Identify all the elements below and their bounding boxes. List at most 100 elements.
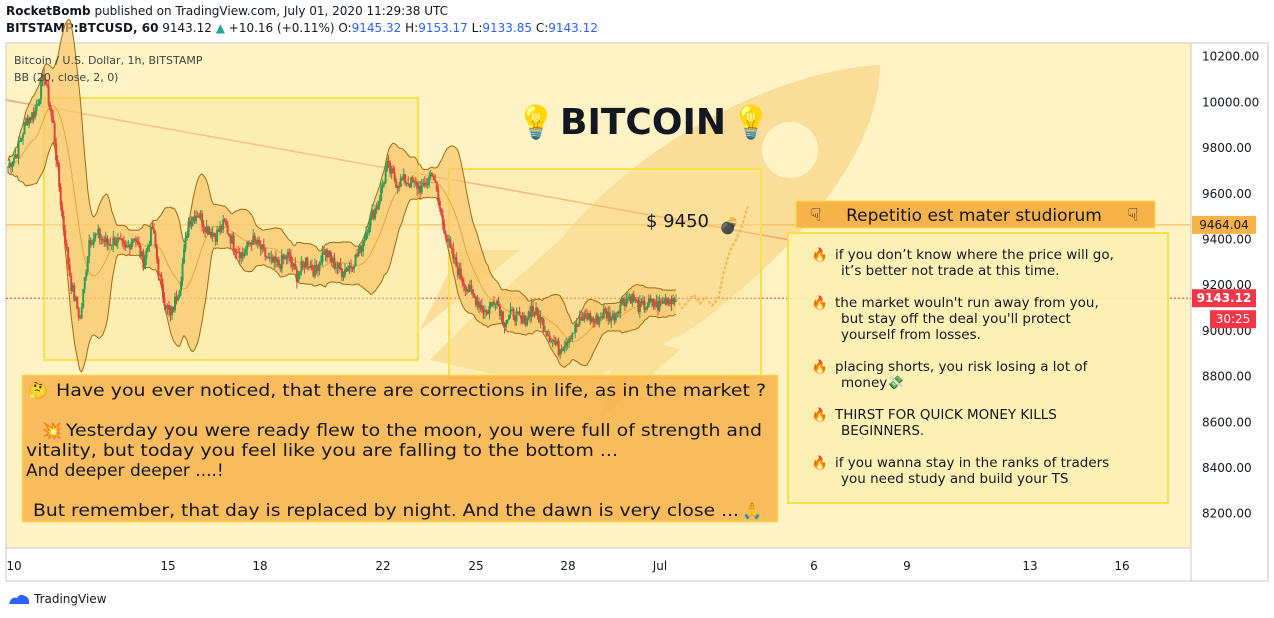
candle-body bbox=[41, 74, 44, 82]
candle-body bbox=[348, 265, 351, 269]
candle-body bbox=[294, 263, 297, 270]
candle-body bbox=[503, 323, 506, 328]
time-scale[interactable] bbox=[5, 547, 1192, 582]
candle-body bbox=[542, 319, 545, 332]
candle-body bbox=[396, 185, 399, 189]
tips-box[interactable] bbox=[787, 232, 1169, 504]
candle-body bbox=[154, 233, 157, 248]
range-box-right[interactable] bbox=[448, 168, 762, 379]
x-tick-label: 10 bbox=[6, 559, 21, 573]
candle-body bbox=[14, 154, 17, 159]
candle-body bbox=[243, 254, 246, 257]
candle-body bbox=[262, 244, 265, 248]
candle-body bbox=[372, 210, 375, 219]
candle-body bbox=[334, 267, 337, 269]
candle-body bbox=[68, 264, 71, 276]
candle-body bbox=[560, 349, 563, 352]
candle-body bbox=[671, 298, 674, 305]
candle-body bbox=[83, 277, 86, 290]
candle-body bbox=[35, 105, 38, 111]
candle-body bbox=[532, 306, 535, 312]
candle-body bbox=[258, 240, 261, 245]
pointing-down-icon: ☟ bbox=[811, 205, 822, 226]
author-name[interactable]: RocketBomb bbox=[6, 4, 91, 18]
candle-body bbox=[353, 266, 356, 269]
candle-body bbox=[471, 289, 474, 294]
candle-body bbox=[536, 307, 539, 315]
candle-body bbox=[634, 299, 637, 302]
candle-body bbox=[587, 313, 590, 320]
candle-body bbox=[377, 205, 380, 210]
candle-body bbox=[180, 281, 183, 291]
candle-body bbox=[638, 301, 641, 312]
candle-body bbox=[85, 271, 88, 278]
candle-body bbox=[473, 293, 476, 297]
candle-body bbox=[656, 301, 659, 311]
motto-banner[interactable] bbox=[795, 200, 1156, 229]
candle-body bbox=[13, 158, 16, 164]
candle-body bbox=[31, 112, 34, 120]
candle-body bbox=[607, 311, 610, 319]
last-price-text: 9143.12 bbox=[1197, 291, 1252, 305]
candle-body bbox=[455, 257, 458, 267]
candle-body bbox=[673, 298, 676, 302]
symbol-label[interactable]: BITSTAMP:BTCUSD, 60 bbox=[6, 21, 159, 35]
candle-body bbox=[593, 321, 596, 323]
candle-body bbox=[550, 341, 553, 343]
candle-body bbox=[289, 255, 292, 263]
high-label: H: bbox=[405, 21, 419, 35]
motto-text: Repetitio est mater studiorum bbox=[846, 206, 1102, 226]
candle-body bbox=[580, 317, 583, 319]
candle-body bbox=[118, 237, 121, 239]
story-box[interactable] bbox=[21, 374, 779, 523]
candle-body bbox=[386, 161, 389, 171]
candle-body bbox=[22, 134, 25, 138]
candle-body bbox=[80, 307, 83, 319]
candle-body bbox=[95, 233, 98, 235]
candle-body bbox=[183, 248, 186, 264]
candle-body bbox=[92, 238, 95, 245]
candle-body bbox=[584, 313, 587, 316]
last-price: 9143.12 bbox=[162, 21, 212, 35]
story-line-4: And deeper deeper ....! bbox=[26, 461, 224, 481]
lightbulb-icon: 💡 bbox=[516, 103, 556, 141]
candle-body bbox=[253, 235, 256, 241]
footer-brand[interactable]: TradingView bbox=[34, 592, 107, 606]
candle-body bbox=[428, 176, 431, 183]
candle-body bbox=[97, 228, 100, 234]
candle-body bbox=[62, 216, 65, 231]
candle-body bbox=[304, 257, 307, 268]
indicator-legend[interactable]: BB (20, close, 2, 0) bbox=[14, 71, 118, 84]
candle-body bbox=[392, 168, 395, 173]
candle-body bbox=[401, 178, 404, 180]
candle-body bbox=[161, 284, 164, 298]
candle-body bbox=[590, 317, 593, 322]
candle-body bbox=[164, 305, 167, 309]
candle-body bbox=[279, 265, 282, 269]
candle-body bbox=[517, 311, 520, 313]
candle-body bbox=[64, 230, 67, 245]
candle-body bbox=[608, 311, 611, 322]
candle-body bbox=[514, 317, 517, 322]
tradingview-logo-icon[interactable] bbox=[8, 592, 30, 606]
candle-body bbox=[184, 237, 187, 249]
candle-body bbox=[395, 180, 398, 189]
candle-body bbox=[359, 245, 362, 253]
candle-body bbox=[119, 238, 122, 240]
candle-body bbox=[205, 226, 208, 233]
candle-body bbox=[479, 305, 482, 308]
candle-body bbox=[515, 311, 518, 322]
candle-body bbox=[288, 252, 291, 256]
candle-body bbox=[283, 256, 286, 260]
candle-body bbox=[647, 297, 650, 306]
candle-body bbox=[649, 297, 652, 302]
candle-body bbox=[7, 166, 9, 168]
candle-body bbox=[477, 301, 480, 308]
tip-line: money💸 bbox=[841, 375, 904, 391]
candle-body bbox=[34, 110, 37, 118]
candle-body bbox=[204, 227, 207, 233]
candle-body bbox=[526, 318, 529, 326]
candle-body bbox=[491, 302, 494, 304]
candle-body bbox=[228, 233, 231, 236]
